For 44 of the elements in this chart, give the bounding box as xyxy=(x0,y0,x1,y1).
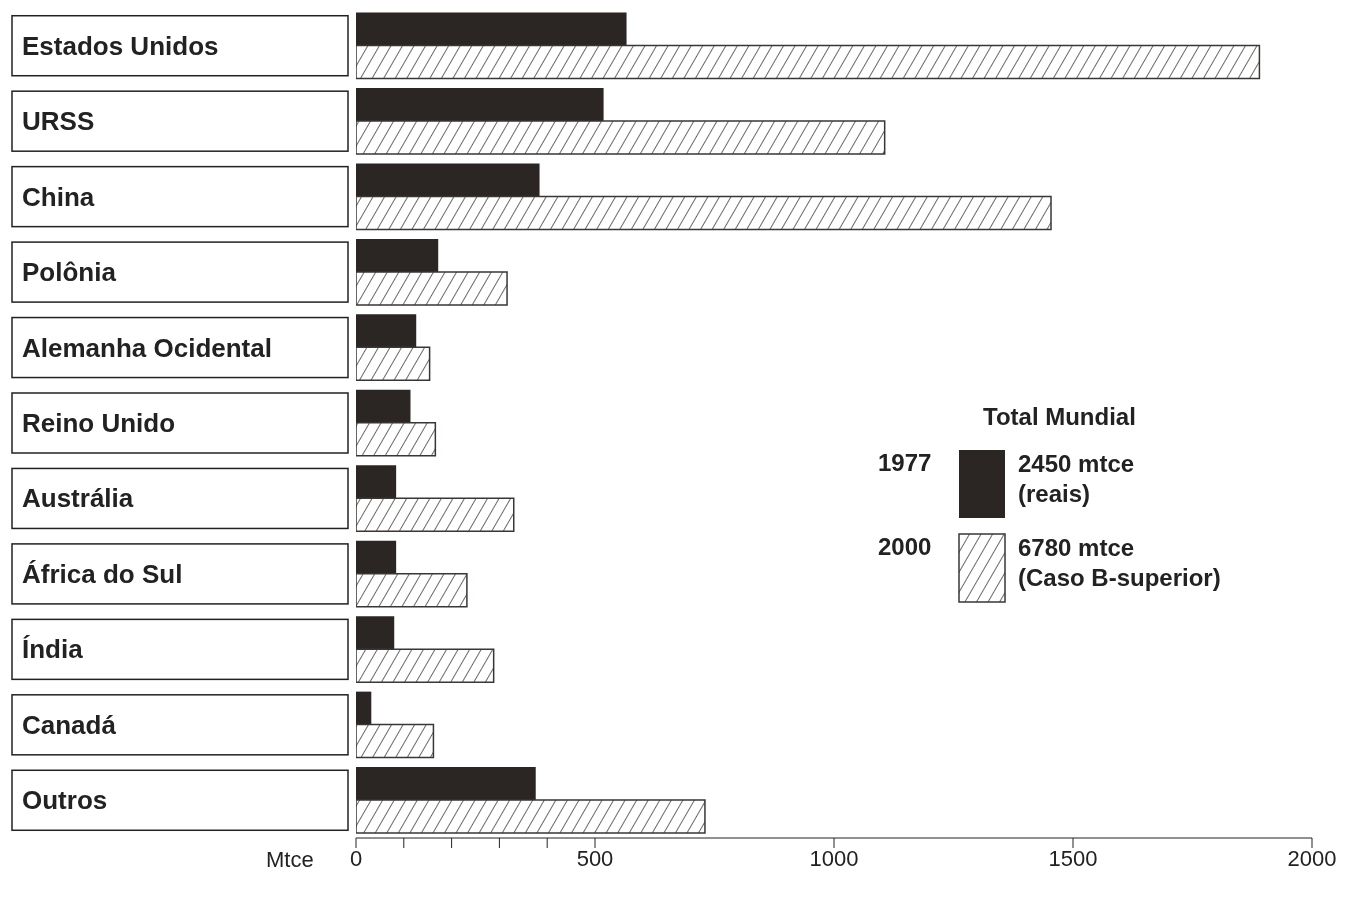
bar xyxy=(356,572,468,608)
x-tick-label: 500 xyxy=(576,845,614,871)
y-tick-label: Reino Unido xyxy=(22,408,176,438)
x-axis-title: Mtce xyxy=(266,846,314,872)
legend-title: Total Mundial xyxy=(983,403,1137,431)
bar xyxy=(356,238,439,272)
y-tick-label: URSS xyxy=(22,106,95,137)
y-tick-label: Canadá xyxy=(22,709,117,740)
bar xyxy=(356,389,411,423)
bar xyxy=(356,120,886,155)
y-tick-label: China xyxy=(22,181,95,212)
bar xyxy=(356,799,706,834)
bar xyxy=(356,691,372,725)
annotation: 2450 mtce (reais) xyxy=(1018,449,1135,509)
bar xyxy=(356,195,1052,231)
x-tick-label: 0 xyxy=(349,845,363,871)
bar xyxy=(356,497,515,532)
y-tick-label: Alemanha Ocidental xyxy=(22,332,272,363)
bar xyxy=(356,87,604,121)
text: 1977 xyxy=(878,449,933,477)
bar xyxy=(356,422,437,457)
bar xyxy=(356,346,431,382)
bar xyxy=(356,723,435,759)
y-tick-label: Austrália xyxy=(22,483,134,514)
bar xyxy=(356,648,495,683)
y-tick-label: Outros xyxy=(22,785,108,816)
y-tick-label: Estados Unidos xyxy=(22,30,219,61)
bar xyxy=(356,616,395,650)
bar xyxy=(356,465,397,499)
bar xyxy=(356,163,540,197)
bar xyxy=(356,12,627,46)
text: 2000 xyxy=(878,533,933,561)
x-tick-label: 1000 xyxy=(809,845,859,871)
bar xyxy=(356,314,417,348)
bar xyxy=(356,767,536,801)
y-tick-label: África do Sul xyxy=(22,558,183,589)
bar xyxy=(356,271,508,306)
bar xyxy=(356,540,397,574)
bar xyxy=(356,44,1261,80)
x-tick-label: 1500 xyxy=(1048,845,1098,871)
annotation: 6780 mtce (Caso B-superior) xyxy=(1018,533,1221,593)
x-tick-label: 2000 xyxy=(1287,845,1337,871)
y-tick-label: Polônia xyxy=(22,257,117,288)
y-tick-label: Índia xyxy=(22,634,84,665)
